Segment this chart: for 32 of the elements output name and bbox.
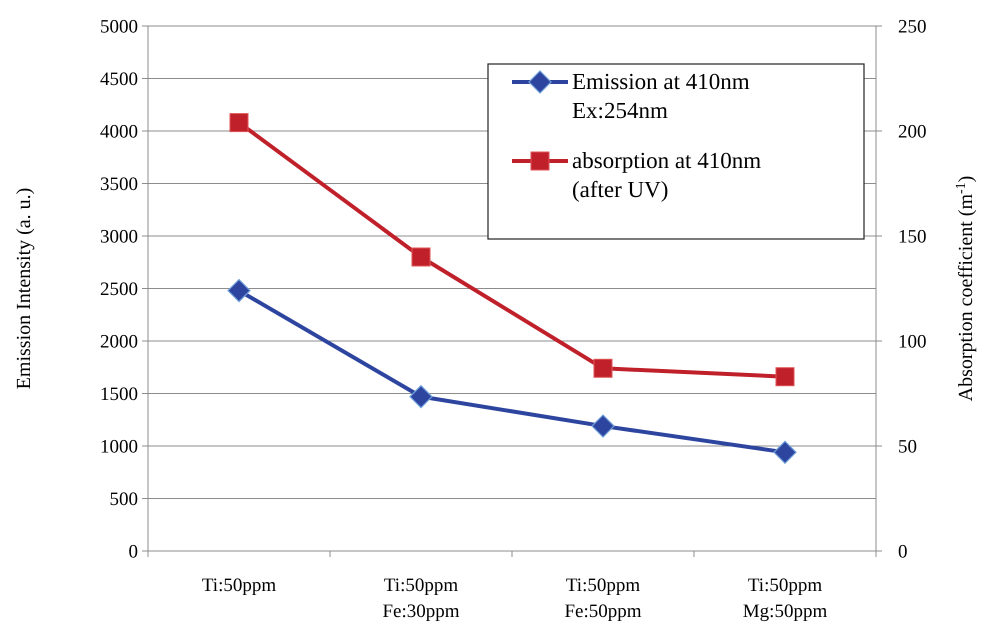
legend-label: Emission at 410nm Ex:254nm: [572, 69, 750, 123]
y-tick-label: 0: [128, 542, 138, 563]
y2-tick-label: 50: [898, 436, 917, 458]
x-tick-label: Ti:50ppm Mg:50ppm: [742, 575, 828, 622]
y-tick-label: 3000: [100, 226, 138, 248]
y-tick-label: 4000: [100, 122, 138, 143]
x-tick-label: Ti:50ppm Fe:50ppm: [564, 575, 642, 622]
y-tick-label: 2500: [100, 279, 138, 300]
point: [227, 279, 251, 302]
y-tick-label: 1500: [100, 384, 138, 406]
y-tick-label: 500: [110, 489, 138, 510]
y-tick-label: 3500: [100, 174, 138, 196]
point: [773, 440, 797, 464]
y-tick-label: 2000: [100, 332, 138, 353]
y2-tick-label: 250: [898, 16, 926, 38]
y-tick-label: 1000: [100, 436, 138, 458]
y2-tick-label: 0: [898, 542, 908, 563]
point: [230, 113, 248, 132]
point: [591, 414, 615, 438]
y-axis-title: Emission Intensity (a. u.): [13, 188, 35, 390]
x-tick-label: Ti:50ppm Fe:30ppm: [382, 575, 460, 622]
y2-tick-label: 150: [898, 226, 926, 248]
point: [409, 385, 433, 408]
y2-tick-label: 200: [898, 122, 926, 143]
point: [412, 248, 430, 266]
y-tick-label: 5000: [100, 16, 138, 38]
y2-tick-label: 100: [898, 332, 926, 353]
point: [594, 358, 612, 378]
point: [776, 367, 794, 386]
legend-label: absorption at 410nm (after UV): [572, 148, 762, 202]
x-tick-label: Ti:50ppm: [202, 575, 276, 596]
y-tick-label: 4500: [100, 69, 138, 90]
